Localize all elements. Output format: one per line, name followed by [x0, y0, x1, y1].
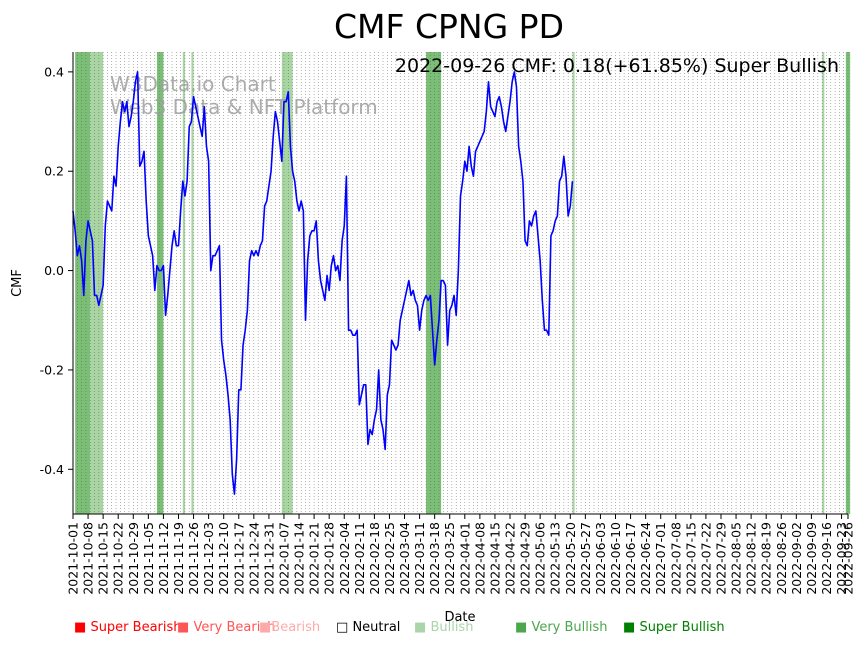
x-tick-label: 2022-08-05 — [729, 522, 744, 595]
x-tick-label: 2022-02-18 — [367, 522, 382, 595]
legend-swatch: ■ — [259, 620, 272, 635]
x-tick-label: 2021-12-24 — [246, 522, 261, 595]
x-tick-label: 2022-01-07 — [276, 522, 291, 595]
x-tick-label: 2022-06-10 — [608, 522, 623, 595]
cmf-series-line — [72, 71, 574, 495]
x-tick-label: 2022-04-01 — [457, 522, 472, 595]
legend-swatch: ■ — [623, 620, 636, 635]
x-tick-label: 2022-04-29 — [518, 522, 533, 595]
legend-swatch: ■ — [515, 620, 528, 635]
legend-swatch: ■ — [414, 620, 427, 635]
x-tick-label: 2021-12-03 — [201, 522, 216, 595]
watermark: W3Data.io Chart Web3 Data & NFT Platform — [110, 72, 378, 119]
y-axis-ticks: -0.4 -0.2 0.0 0.2 0.4 — [40, 64, 73, 477]
x-tick-label: 2022-05-20 — [563, 522, 578, 595]
y-tick-label: -0.4 — [40, 462, 64, 477]
x-tick-label: 2021-10-29 — [126, 522, 141, 595]
x-tick-label: 2022-03-25 — [442, 522, 457, 595]
x-tick-label: 2021-10-01 — [66, 522, 81, 595]
x-tick-label: 2022-01-28 — [322, 522, 337, 595]
x-tick-label: 2022-02-04 — [337, 522, 352, 595]
x-tick-label: 2022-01-21 — [307, 522, 322, 595]
x-tick-label: 2022-07-15 — [683, 522, 698, 595]
legend-item-very-bearish: ■ Very Bearish — [177, 620, 275, 635]
y-tick-label: -0.2 — [40, 362, 64, 377]
band-bullish — [191, 52, 194, 514]
chart-title: CMF CPNG PD — [334, 7, 564, 46]
band-bullish — [822, 52, 825, 514]
x-tick-label: 2022-02-25 — [382, 522, 397, 595]
x-tick-label: 2022-04-22 — [503, 522, 518, 595]
x-tick-label: 2022-04-15 — [487, 522, 502, 595]
x-tick-label: 2022-06-24 — [638, 522, 653, 595]
x-tick-label: 2022-09-16 — [819, 522, 834, 595]
legend-label: Bearish — [271, 620, 321, 635]
legend-item-very-bullish: ■ Very Bullish — [515, 620, 608, 635]
legend-item-super-bullish: ■ Super Bullish — [623, 620, 725, 635]
legend-label: Very Bearish — [193, 620, 276, 635]
x-tick-label: 2022-04-08 — [472, 522, 487, 595]
x-tick-label: 2022-09-23 — [834, 522, 849, 595]
x-tick-label: 2021-11-12 — [156, 522, 171, 595]
x-tick-label: 2022-08-12 — [744, 522, 759, 595]
x-tick-label: 2022-01-14 — [292, 522, 307, 595]
legend-swatch: ■ — [74, 620, 87, 635]
x-tick-label: 2021-10-15 — [96, 522, 111, 595]
x-tick-label: 2021-12-10 — [216, 522, 231, 595]
band-bullish — [182, 52, 185, 514]
x-tick-label: 2022-07-29 — [713, 522, 728, 595]
x-tick-label: 2022-09-02 — [789, 522, 804, 595]
legend-label: Bullish — [430, 620, 474, 635]
y-tick-label: 0.4 — [44, 64, 64, 79]
x-tick-label: 2022-07-08 — [668, 522, 683, 595]
x-tick-label: 2022-07-01 — [653, 522, 668, 595]
x-tick-label: 2022-06-03 — [593, 522, 608, 595]
legend-label: Super Bullish — [639, 620, 725, 635]
band-bullish — [572, 52, 575, 514]
signal-bands — [75, 52, 851, 514]
x-axis-ticks: 2021-10-01 2021-10-08 2021-10-15 2021-10-22… — [66, 514, 856, 595]
x-tick-label: 2022-08-26 — [774, 522, 789, 595]
x-tick-label: 2022-05-06 — [533, 522, 548, 595]
y-axis-label: CMF — [10, 269, 25, 297]
legend-label: Very Bullish — [531, 620, 608, 635]
legend-item-bearish: ■Bearish — [259, 620, 320, 635]
y-tick-label: 0.2 — [44, 164, 64, 179]
x-tick-label: 2022-08-19 — [759, 522, 774, 595]
x-tick-label: 2022-03-18 — [427, 522, 442, 595]
x-tick-label: 2022-09-09 — [804, 522, 819, 595]
band-bullish — [90, 52, 104, 514]
vertical-grid — [72, 52, 849, 514]
x-tick-label: 2022-02-11 — [352, 522, 367, 595]
x-tick-label: 2021-10-22 — [111, 522, 126, 595]
x-tick-label: 2022-09-26 — [841, 522, 856, 595]
x-tick-label: 2022-07-22 — [698, 522, 713, 595]
legend-label: Super Bearish — [90, 620, 182, 635]
band-bullish — [281, 52, 293, 514]
x-tick-label: 2021-10-08 — [81, 522, 96, 595]
watermark-line-2: Web3 Data & NFT Platform — [110, 95, 378, 119]
x-tick-label: 2022-05-13 — [548, 522, 563, 595]
x-axis-label: Date — [444, 610, 475, 625]
x-tick-label: 2022-05-27 — [578, 522, 593, 595]
legend-swatch: □ — [336, 620, 349, 635]
x-tick-label: 2022-03-11 — [412, 522, 427, 595]
x-tick-label: 2022-03-04 — [397, 522, 412, 595]
x-tick-label: 2021-12-31 — [261, 522, 276, 595]
legend-item-super-bearish: ■ Super Bearish — [74, 620, 182, 635]
legend-item-neutral: □ Neutral — [336, 620, 400, 635]
band-very-bullish — [156, 52, 164, 514]
legend-item-bullish: ■ Bullish — [414, 620, 473, 635]
x-tick-label: 2022-06-17 — [623, 522, 638, 595]
x-tick-label: 2021-11-26 — [186, 522, 201, 595]
legend-label: Neutral — [352, 620, 401, 635]
legend-swatch: ■ — [177, 620, 190, 635]
x-tick-label: 2021-11-05 — [141, 522, 156, 595]
latest-value-annotation: 2022-09-26 CMF: 0.18(+61.85%) Super Bull… — [395, 55, 839, 77]
x-tick-label: 2021-11-19 — [171, 522, 186, 595]
x-tick-label: 2021-12-17 — [231, 522, 246, 595]
y-tick-label: 0.0 — [44, 263, 64, 278]
band-very-bullish — [426, 52, 442, 514]
